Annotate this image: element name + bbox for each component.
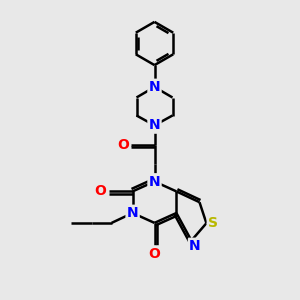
- Text: N: N: [149, 118, 160, 132]
- Text: N: N: [149, 80, 160, 94]
- Text: N: N: [189, 239, 201, 253]
- Text: N: N: [149, 175, 160, 188]
- Text: O: O: [148, 247, 160, 261]
- Text: O: O: [117, 138, 129, 152]
- Text: S: S: [208, 216, 218, 230]
- Text: N: N: [127, 206, 138, 220]
- Text: O: O: [94, 184, 106, 198]
